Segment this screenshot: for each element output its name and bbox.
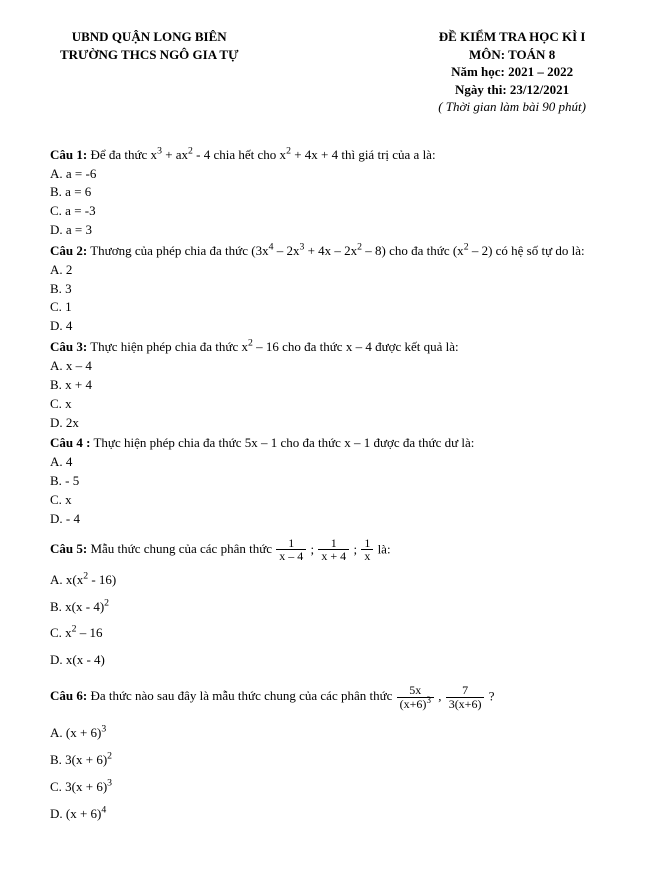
q2-label: Câu 2:: [50, 243, 87, 258]
exam-date: Ngày thi: 23/12/2021: [438, 81, 586, 99]
q1-optB: B. a = 6: [50, 183, 596, 202]
q6-frac1: 5x (x+6)3: [397, 684, 434, 710]
q1-label: Câu 1:: [50, 147, 87, 162]
header-right: ĐỀ KIỂM TRA HỌC KÌ I MÔN: TOÁN 8 Năm học…: [438, 28, 596, 116]
q3-optC: C. x: [50, 395, 596, 414]
q2-optC: C. 1: [50, 298, 596, 317]
question-1: Câu 1: Để đa thức x3 + ax2 - 4 chia hết …: [50, 146, 596, 240]
exam-title: ĐỀ KIỂM TRA HỌC KÌ I: [438, 28, 586, 46]
q1-optD: D. a = 3: [50, 221, 596, 240]
q3-optD: D. 2x: [50, 414, 596, 433]
q5-optC: C. x2 – 16: [50, 624, 596, 643]
q2-optB: B. 3: [50, 280, 596, 299]
exam-year: Năm học: 2021 – 2022: [438, 63, 586, 81]
q2-prompt: Câu 2: Thương của phép chia đa thức (3x4…: [50, 242, 596, 261]
exam-page: UBND QUẬN LONG BIÊN TRƯỜNG THCS NGÔ GIA …: [0, 0, 646, 872]
q3-optA: A. x – 4: [50, 357, 596, 376]
question-3: Câu 3: Thực hiện phép chia đa thức x2 – …: [50, 338, 596, 432]
q5-options: A. x(x2 - 16) B. x(x - 4)2 C. x2 – 16 D.…: [50, 571, 596, 670]
q6-frac2: 7 3(x+6): [446, 684, 485, 710]
q5-prompt: Câu 5: Mẫu thức chung của các phân thức …: [50, 537, 596, 563]
q4-optC: C. x: [50, 491, 596, 510]
q6-optC: C. 3(x + 6)3: [50, 778, 596, 797]
question-2: Câu 2: Thương của phép chia đa thức (3x4…: [50, 242, 596, 336]
q1-optC: C. a = -3: [50, 202, 596, 221]
q4-optA: A. 4: [50, 453, 596, 472]
q4-prompt: Câu 4 : Thực hiện phép chia đa thức 5x –…: [50, 434, 596, 453]
q3-label: Câu 3:: [50, 339, 87, 354]
q6-optB: B. 3(x + 6)2: [50, 751, 596, 770]
header-left: UBND QUẬN LONG BIÊN TRƯỜNG THCS NGÔ GIA …: [50, 28, 238, 116]
q5-frac2: 1 x + 4: [318, 537, 349, 563]
q6-prompt: Câu 6: Đa thức nào sau đây là mẫu thức c…: [50, 684, 596, 710]
q6-optD: D. (x + 6)4: [50, 805, 596, 824]
q5-frac1: 1 x – 4: [276, 537, 306, 563]
q4-label: Câu 4 :: [50, 435, 90, 450]
q5-optB: B. x(x - 4)2: [50, 598, 596, 617]
q2-optA: A. 2: [50, 261, 596, 280]
org-line-2: TRƯỜNG THCS NGÔ GIA TỰ: [60, 46, 238, 64]
q6-options: A. (x + 6)3 B. 3(x + 6)2 C. 3(x + 6)3 D.…: [50, 724, 596, 823]
q5-frac3: 1 x: [361, 537, 373, 563]
q1-prompt: Câu 1: Để đa thức x3 + ax2 - 4 chia hết …: [50, 146, 596, 165]
q5-optA: A. x(x2 - 16): [50, 571, 596, 590]
question-5: Câu 5: Mẫu thức chung của các phân thức …: [50, 537, 596, 671]
q3-prompt: Câu 3: Thực hiện phép chia đa thức x2 – …: [50, 338, 596, 357]
q1-optA: A. a = -6: [50, 165, 596, 184]
q5-optD: D. x(x - 4): [50, 651, 596, 670]
org-line-1: UBND QUẬN LONG BIÊN: [60, 28, 238, 46]
q2-optD: D. 4: [50, 317, 596, 336]
q4-optB: B. - 5: [50, 472, 596, 491]
q6-label: Câu 6:: [50, 688, 87, 703]
exam-duration: ( Thời gian làm bài 90 phút): [438, 98, 586, 116]
q3-optB: B. x + 4: [50, 376, 596, 395]
question-4: Câu 4 : Thực hiện phép chia đa thức 5x –…: [50, 434, 596, 528]
q4-optD: D. - 4: [50, 510, 596, 529]
question-6: Câu 6: Đa thức nào sau đây là mẫu thức c…: [50, 684, 596, 824]
exam-subject: MÔN: TOÁN 8: [438, 46, 586, 64]
q6-optA: A. (x + 6)3: [50, 724, 596, 743]
q5-label: Câu 5:: [50, 541, 87, 556]
page-header: UBND QUẬN LONG BIÊN TRƯỜNG THCS NGÔ GIA …: [50, 28, 596, 116]
